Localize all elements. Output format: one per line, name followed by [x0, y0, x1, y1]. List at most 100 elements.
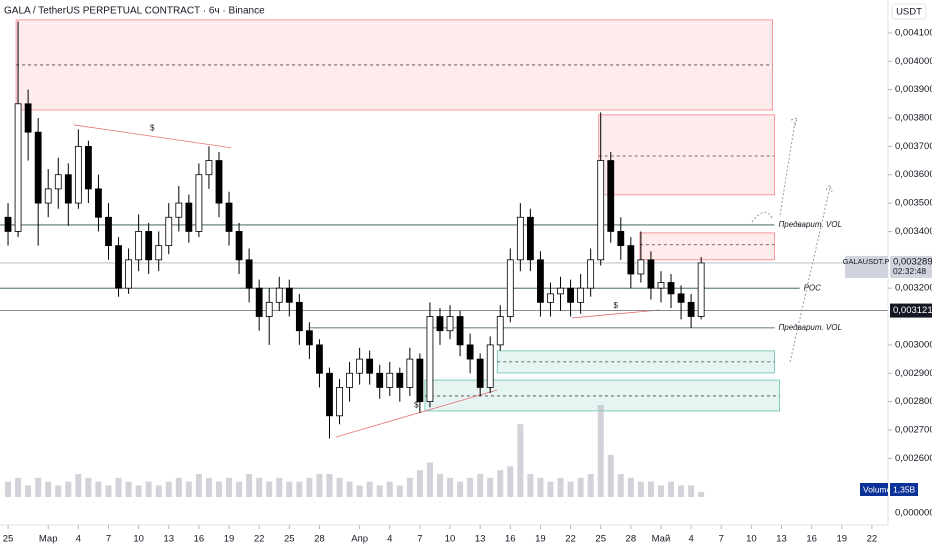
volume-bar	[487, 477, 494, 497]
candle-body	[316, 344, 323, 374]
currency: USDT	[896, 7, 922, 18]
candle-body	[496, 316, 504, 346]
candle-body	[526, 216, 534, 261]
x-tick-label: 10	[133, 534, 144, 545]
volume-value-tag	[890, 483, 918, 496]
volume-bar	[607, 454, 614, 497]
y-tick-label: 0,003200	[895, 283, 932, 294]
candle-body	[44, 188, 52, 204]
x-tick-label: 22	[867, 534, 878, 545]
last-price-tag	[890, 255, 932, 278]
candle-body	[145, 231, 153, 261]
y-tick-label: 0,003400	[895, 226, 932, 237]
volume-bar	[185, 481, 192, 497]
candle-body	[506, 259, 514, 317]
candle-body	[557, 287, 564, 295]
volume-bar	[256, 477, 263, 497]
candle-body	[647, 259, 655, 289]
candle-body	[516, 216, 524, 261]
y-tick-label: 0,003900	[895, 84, 932, 95]
x-tick-label: Мар	[39, 534, 58, 545]
volume-bar	[145, 481, 152, 497]
volume-label: Volume	[863, 484, 892, 494]
volume-bar	[426, 462, 433, 497]
candle-body	[687, 301, 695, 317]
candle-body	[426, 316, 434, 403]
candle-body	[446, 316, 454, 332]
volume-bar	[346, 481, 353, 497]
candle-body	[235, 231, 243, 261]
candle-body	[115, 245, 122, 289]
candle-body	[356, 358, 364, 374]
level-label: Предварит. VOL	[778, 323, 841, 332]
x-tick-label: 7	[719, 534, 724, 545]
candle-body	[456, 316, 464, 346]
zone	[598, 114, 775, 196]
candle-body	[135, 231, 143, 261]
x-tick-label: 7	[106, 534, 111, 545]
volume-bar	[447, 477, 454, 497]
volume-bar	[436, 474, 443, 497]
candle-body	[366, 358, 374, 374]
volume-bar	[416, 470, 423, 497]
volume-bar	[678, 485, 685, 497]
currency-box[interactable]	[891, 3, 927, 20]
y-tick-label: 0,003800	[895, 113, 932, 124]
volume-bar	[35, 477, 42, 497]
candle-body	[597, 160, 605, 261]
volume-bar	[517, 424, 524, 497]
candle-body	[305, 330, 313, 346]
volume-bar	[155, 485, 162, 497]
candle-body	[667, 282, 675, 295]
candle-body	[95, 188, 102, 218]
volume-bar	[226, 477, 233, 497]
candle-body	[74, 145, 82, 204]
volume-bar	[657, 485, 664, 497]
countdown: 02:32:48	[893, 266, 926, 276]
candle-body	[295, 301, 303, 332]
price-line-tag	[890, 303, 932, 318]
x-tick-label: 4	[76, 534, 81, 545]
volume-bar	[567, 481, 574, 497]
volume-bar	[306, 477, 313, 497]
trend-label: $	[150, 123, 155, 132]
trend-line	[335, 389, 498, 438]
volume-bar	[95, 481, 102, 497]
volume-bar	[125, 481, 132, 497]
candle-body	[486, 344, 494, 388]
x-tick-label: 19	[535, 534, 546, 545]
candle-body	[476, 358, 484, 388]
candle-body	[64, 174, 72, 204]
plot-area: Предварит. VOL POC Предварит. VOL $ $ $	[0, 19, 888, 497]
volume-bar	[457, 481, 464, 497]
candle-body	[396, 372, 404, 388]
volume-tick-label: 0,000000	[895, 508, 932, 519]
x-tick-label: 28	[314, 534, 325, 545]
x-tick-label: 22	[254, 534, 265, 545]
candle-body	[285, 287, 293, 303]
candle-body	[607, 160, 615, 232]
volume-bar	[467, 477, 474, 497]
volume-bar	[115, 477, 122, 497]
volume-bar	[507, 466, 514, 497]
candle-body	[215, 160, 223, 204]
y-tick-label: 0,002700	[895, 424, 932, 435]
candle-body	[617, 231, 625, 247]
x-tick-label: Апр	[351, 534, 368, 545]
trend-line	[571, 309, 661, 319]
volume-bar	[316, 474, 323, 497]
chart-title: GALA / TetherUS PERPETUAL CONTRACT · 6ч …	[4, 6, 265, 17]
volume-bar	[65, 481, 72, 497]
candle-body	[336, 387, 343, 417]
candle-body	[346, 372, 353, 388]
volume-bar	[537, 477, 544, 497]
zone	[639, 232, 775, 261]
volume-bar	[326, 474, 333, 497]
y-tick-label: 0,003700	[895, 141, 932, 152]
x-tick-label: 16	[806, 534, 817, 545]
x-tick-label: 16	[194, 534, 205, 545]
x-tick-label: Май	[652, 534, 671, 545]
volume-bar	[135, 485, 142, 497]
level-label: POC	[804, 283, 822, 292]
